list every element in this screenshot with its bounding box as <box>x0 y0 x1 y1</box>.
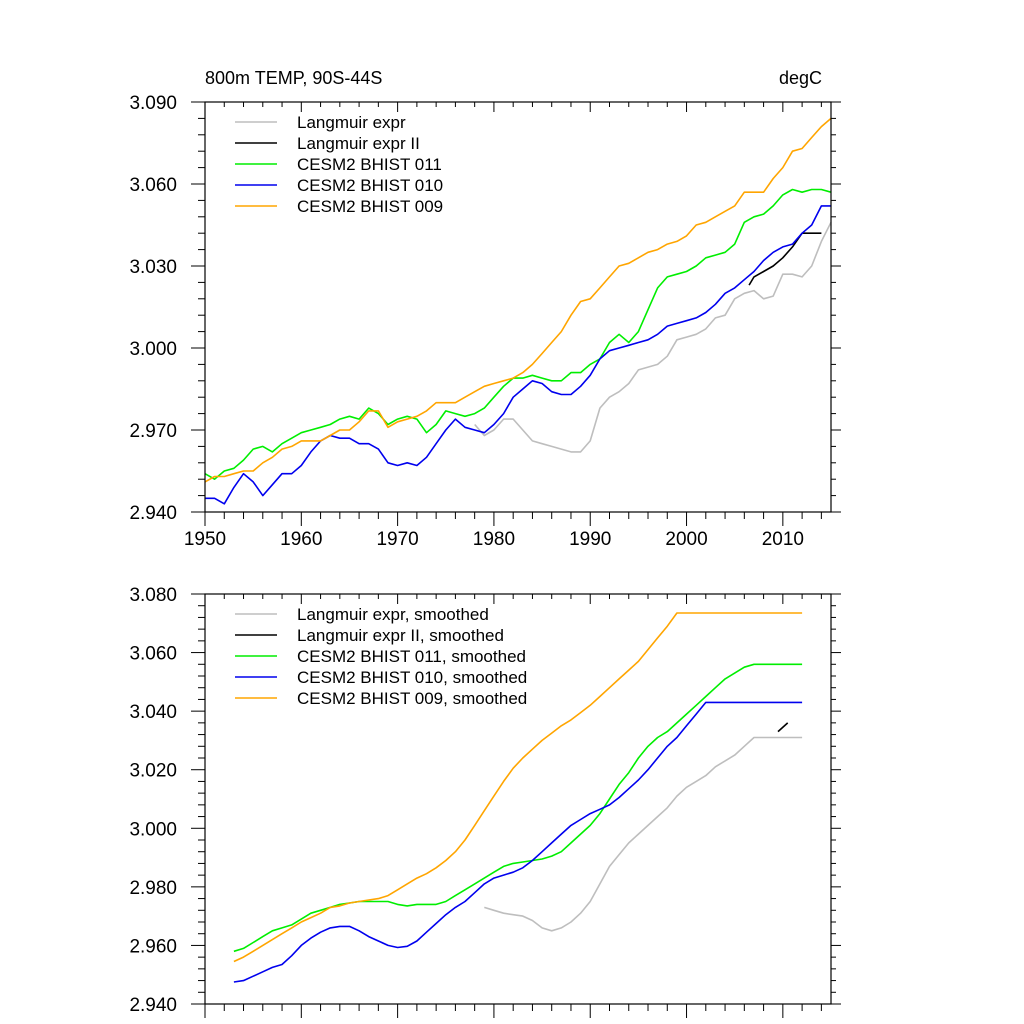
series-line-cesm2-bhist-011 <box>204 188 832 481</box>
top-panel-legend: Langmuir expr Langmuir expr II CESM2 BHIST… <box>235 113 443 216</box>
legend-label-cesm2-bhist-009: CESM2 BHIST 009 <box>297 197 443 216</box>
legend-label-langmuir-expr-ii: Langmuir expr II <box>297 134 420 153</box>
x-tick-label: 1950 <box>184 529 226 550</box>
series-line-cesm2-bhist-009 <box>204 117 832 483</box>
series-line-cesm2-bhist-009-smoothed <box>233 612 803 963</box>
series-line-cesm2-bhist-010-smoothed <box>233 701 803 983</box>
bottom-panel-legend: Langmuir expr, smoothed Langmuir expr II,… <box>235 605 527 708</box>
series-line-cesm2-bhist-010 <box>205 205 831 505</box>
y-tick-label: 3.090 <box>129 93 177 114</box>
y-tick-label: 2.980 <box>129 878 177 899</box>
top-panel-units: degC <box>779 68 822 88</box>
y-tick-label: 3.030 <box>129 257 177 278</box>
legend-label-cesm2-bhist-011-smoothed: CESM2 BHIST 011, smoothed <box>297 647 526 666</box>
x-tick-label: 1960 <box>280 529 322 550</box>
legend-label-cesm2-bhist-011: CESM2 BHIST 011 <box>297 155 442 174</box>
y-tick-label: 3.020 <box>129 761 177 782</box>
series-line-langmuir-expr <box>474 221 832 453</box>
y-tick-label: 3.000 <box>129 819 177 840</box>
y-tick-label: 2.940 <box>129 503 177 524</box>
y-tick-label: 3.040 <box>129 702 177 723</box>
y-tick-label: 3.060 <box>129 644 177 665</box>
legend-label-langmuir-expr-smoothed: Langmuir expr, smoothed <box>297 605 489 624</box>
series-line-langmuir-expr-ii <box>748 232 822 286</box>
series-line-langmuir-expr-smoothed <box>484 736 803 932</box>
top-panel-frame <box>204 101 832 513</box>
top-panel: 800m TEMP, 90S-44S degC 1950 1960 1970 1980… <box>129 68 841 550</box>
legend-label-langmuir-expr-ii-smoothed: Langmuir expr II, smoothed <box>297 626 504 645</box>
bottom-panel-frame <box>204 593 832 1005</box>
y-tick-label: 2.960 <box>129 936 177 957</box>
legend-label-cesm2-bhist-010-smoothed: CESM2 BHIST 010, smoothed <box>297 668 527 687</box>
series-line-langmuir-expr-ii-smoothed <box>777 722 789 733</box>
x-tick-label: 1980 <box>473 529 515 550</box>
top-panel-series <box>204 117 832 505</box>
y-tick-label: 2.970 <box>129 421 177 442</box>
bottom-panel-ticks: 2.940 2.960 2.980 3.000 3.020 3.040 3.060 3.080 <box>129 585 841 1018</box>
y-tick-label: 2.940 <box>129 995 177 1016</box>
x-tick-label: 2010 <box>762 529 804 550</box>
x-tick-label: 2000 <box>665 529 707 550</box>
legend-label-langmuir-expr: Langmuir expr <box>297 113 406 132</box>
top-panel-title: 800m TEMP, 90S-44S <box>205 68 382 88</box>
y-tick-label: 3.060 <box>129 175 177 196</box>
legend-label-cesm2-bhist-010: CESM2 BHIST 010 <box>297 176 443 195</box>
bottom-panel-series <box>233 612 803 983</box>
y-tick-label: 3.000 <box>129 339 177 360</box>
bottom-panel: 2.940 2.960 2.980 3.000 3.020 3.040 3.060 3.080… <box>129 585 841 1018</box>
x-tick-label: 1970 <box>376 529 418 550</box>
top-panel-ticks: 1950 1960 1970 1980 1990 2000 2010 2.940 2.970 3.… <box>129 93 841 550</box>
legend-label-cesm2-bhist-009-smoothed: CESM2 BHIST 009, smoothed <box>297 689 527 708</box>
y-tick-label: 3.080 <box>129 585 177 606</box>
x-tick-label: 1990 <box>569 529 611 550</box>
